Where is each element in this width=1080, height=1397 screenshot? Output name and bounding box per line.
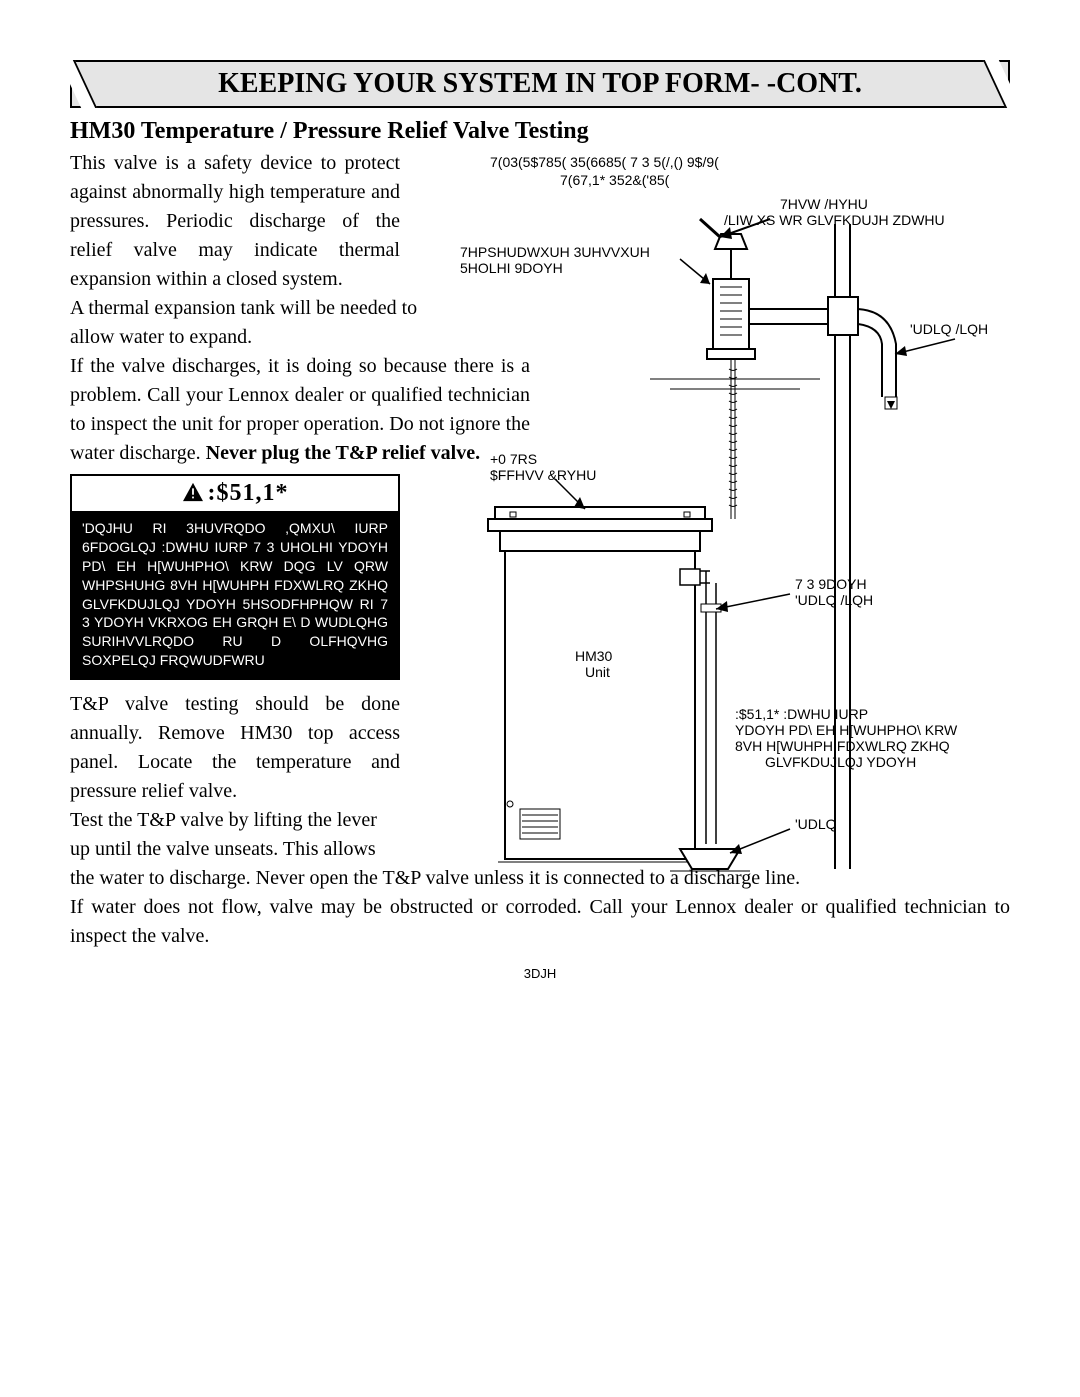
label-hm30-2: Unit xyxy=(585,664,610,680)
label-warn-2: YDOYH PD\ EH H[WUHPHO\ KRW xyxy=(735,722,958,738)
label-warn-3: 8VH H[WUHPH FDXWLRQ ZKHQ xyxy=(735,738,950,754)
label-drain-line: 'UDLQ /LQH xyxy=(910,321,988,337)
warning-head-text: :$51,1* xyxy=(208,480,289,506)
paragraph-1: This valve is a safety device to protect… xyxy=(70,149,400,294)
paragraph-3b: Never plug the T&P relief valve. xyxy=(206,442,480,464)
label-tp-drain-2: 'UDLQ /LQH xyxy=(795,592,873,608)
paragraph-7: If water does not flow, valve may be obs… xyxy=(70,893,1010,951)
paragraph-4: T&P valve testing should be done annuall… xyxy=(70,690,400,806)
label-tp-valve-1: 7HPSHUDWXUH 3UHVVXUH xyxy=(460,244,650,260)
section-title: KEEPING YOUR SYSTEM IN TOP FORM- -CONT. xyxy=(218,68,862,99)
tp-valve-diagram: 7(03(5$785( 35(6685( 7 3 5(/,() 9$/9( 7(… xyxy=(410,149,1030,889)
label-tp-valve-2: 5HOLHI 9DOYH xyxy=(460,260,563,276)
label-drain: 'UDLQ xyxy=(795,816,837,832)
page-number: 3DJH xyxy=(524,966,557,981)
label-test-lever-1: 7HVW /HYHU xyxy=(780,196,868,212)
label-warn-1: :$51,1* :DWHU IURP xyxy=(735,706,868,722)
warning-triangle-icon xyxy=(182,482,204,502)
warning-box: :$51,1* 'DQJHU RI 3HUVRQDO ,QMXU\ IURP 6… xyxy=(70,474,400,680)
diagram-title-2: 7(67,1* 352&('85( xyxy=(560,172,670,188)
content-area: 7(03(5$785( 35(6685( 7 3 5(/,() 9$/9( 7(… xyxy=(70,149,1010,951)
section-title-bar: KEEPING YOUR SYSTEM IN TOP FORM- -CONT. xyxy=(70,60,1010,108)
paragraph-5: Test the T&P valve by lifting the lever … xyxy=(70,806,400,864)
label-hm30-1: HM30 xyxy=(575,648,613,664)
label-warn-4: GLVFKDUJLQJ YDOYH xyxy=(765,754,916,770)
diagram-title-1: 7(03(5$785( 35(6685( 7 3 5(/,() 9$/9( xyxy=(490,154,719,170)
paragraph-3: If the valve discharges, it is doing so … xyxy=(70,352,530,468)
warning-heading: :$51,1* xyxy=(72,476,398,511)
label-access-2: $FFHVV &RYHU xyxy=(490,467,596,483)
subtitle: HM30 Temperature / Pressure Relief Valve… xyxy=(70,118,1010,145)
paragraph-6: the water to discharge. Never open the T… xyxy=(70,864,1010,893)
label-test-lever-2: /LIW XS WR GLVFKDUJH ZDWHU xyxy=(724,212,945,228)
warning-body: 'DQJHU RI 3HUVRQDO ,QMXU\ IURP 6FDOGLQJ … xyxy=(72,511,398,678)
label-tp-drain-1: 7 3 9DOYH xyxy=(795,576,867,592)
paragraph-2: A thermal expansion tank will be needed … xyxy=(70,294,460,352)
